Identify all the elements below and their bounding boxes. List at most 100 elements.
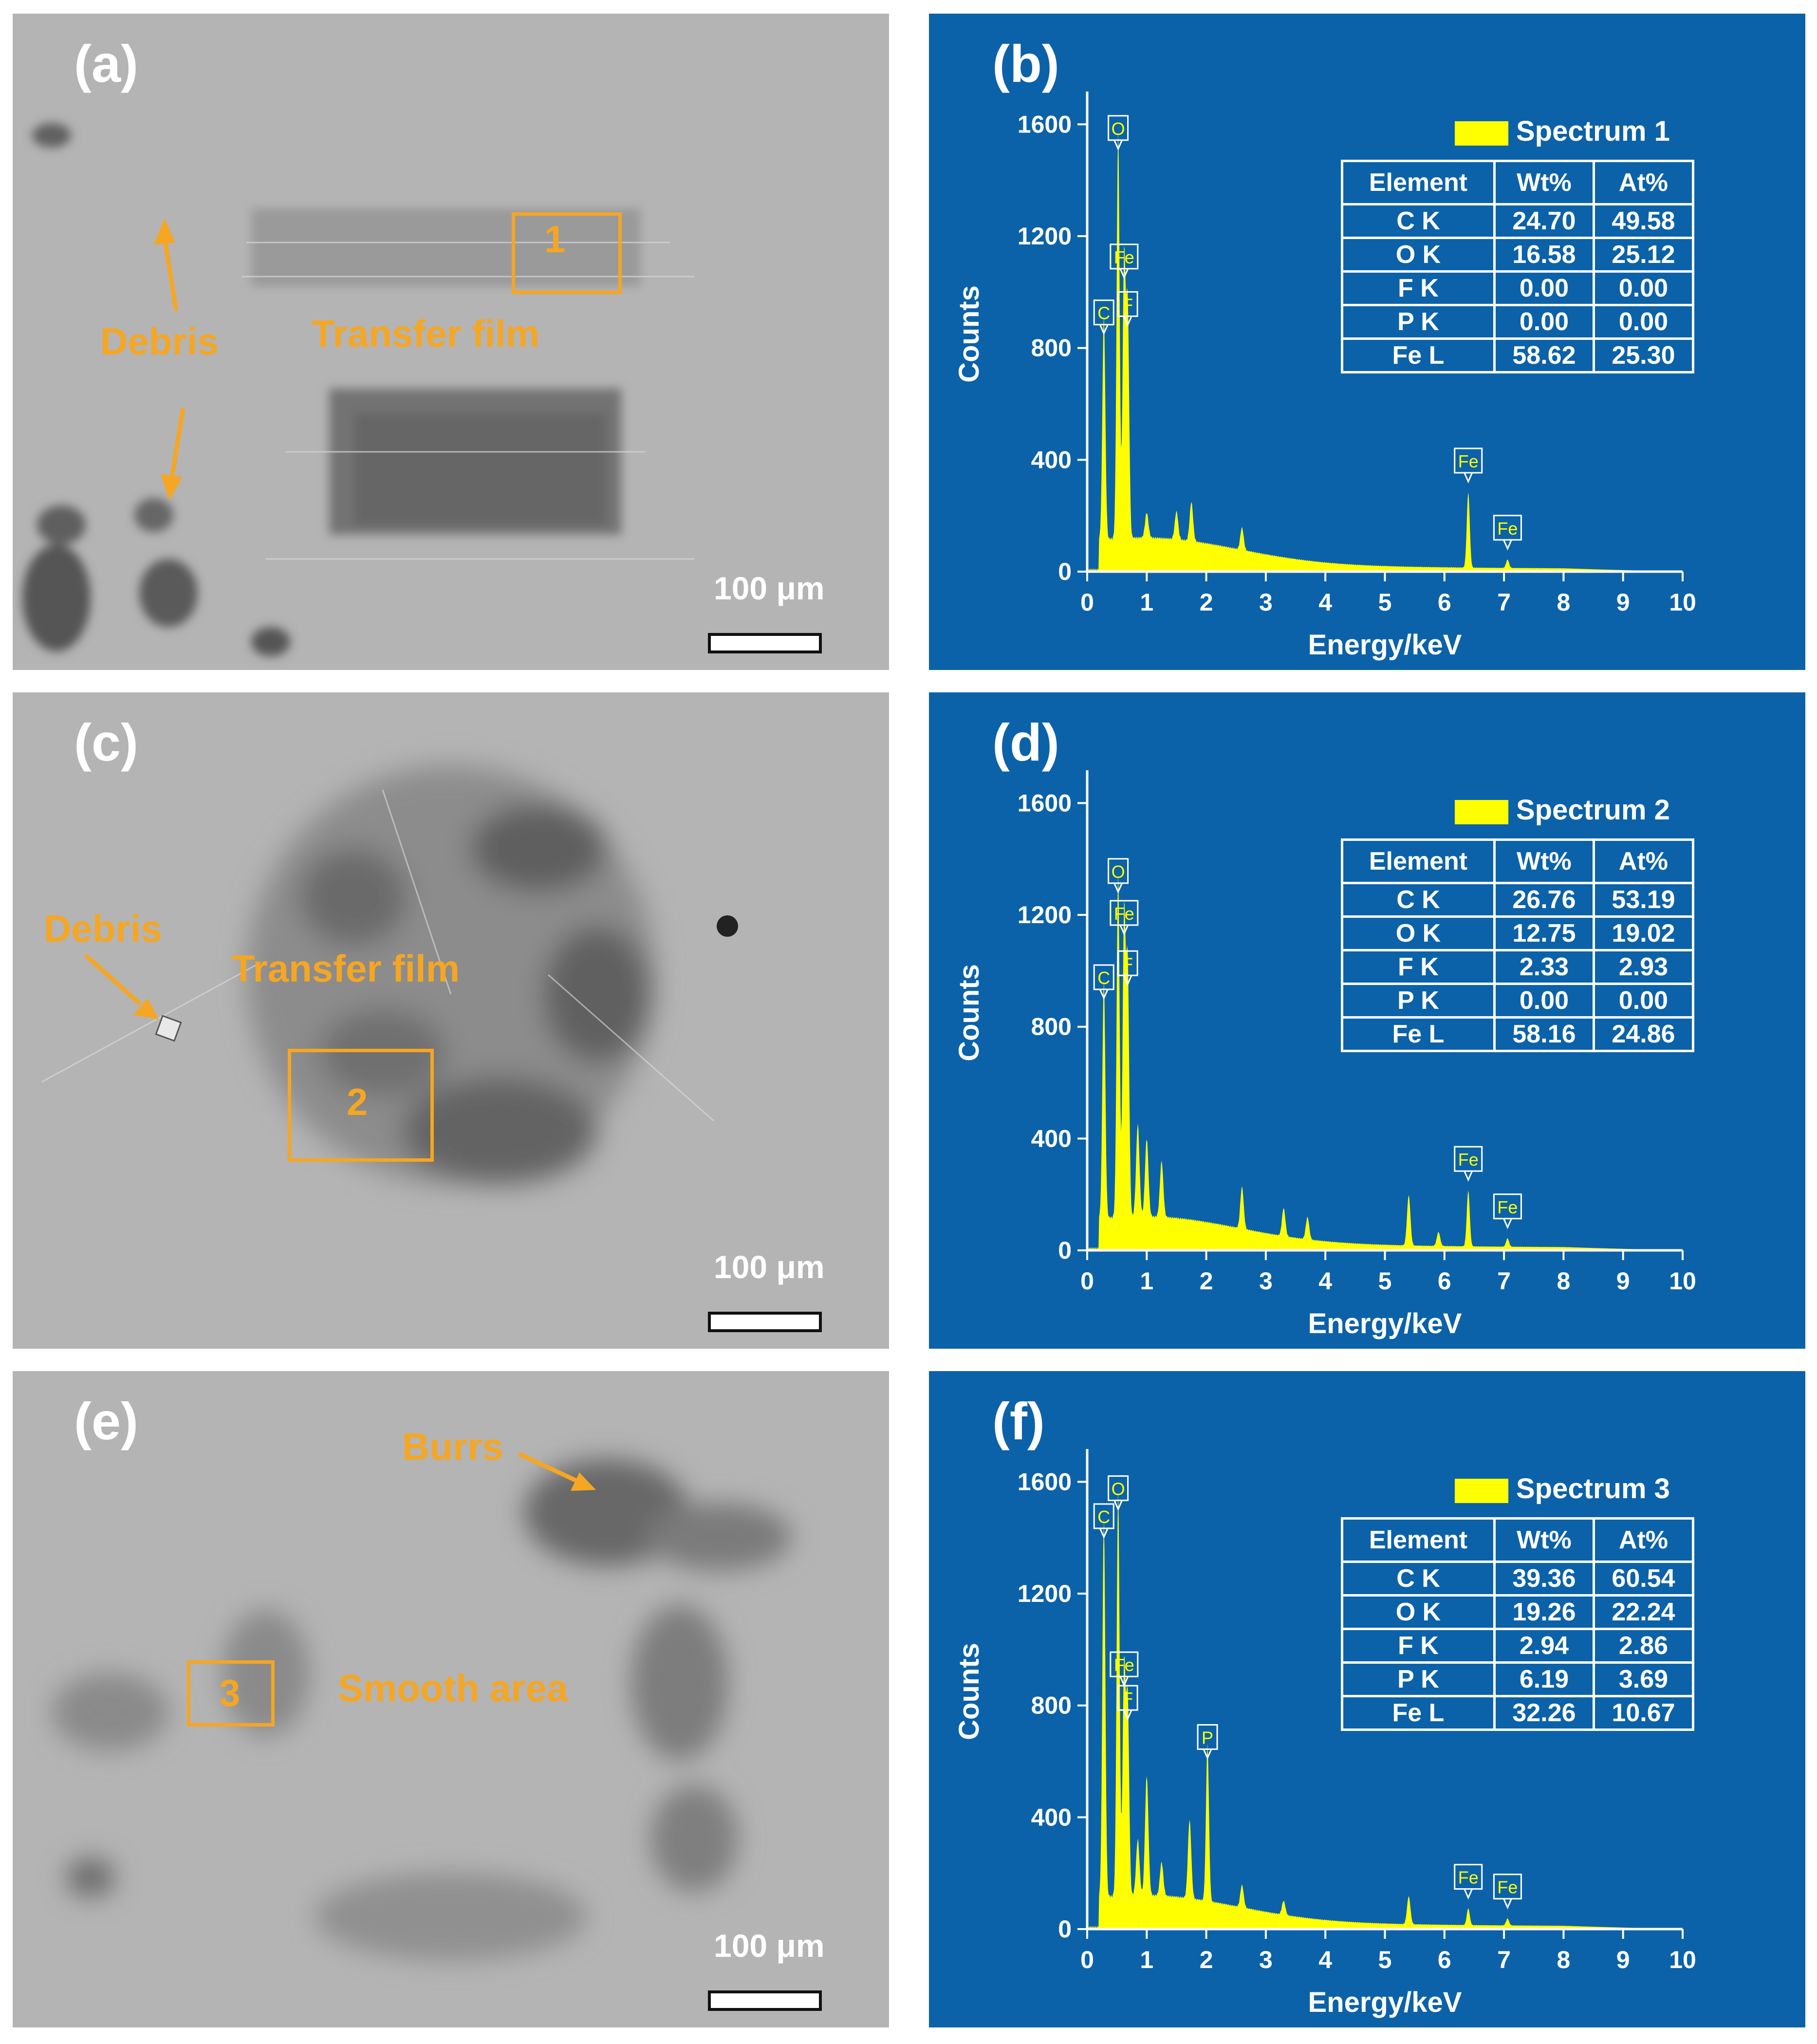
legend: Spectrum 2: [1455, 794, 1670, 826]
peak-label-box: [1117, 1685, 1138, 1711]
eds-panel-b: 0 1 2 3 4 5 6 7 8 9 10 0 400 800 1200 1600 Energy/keV Cou…: [929, 14, 1805, 670]
y-tick-label: 800: [1031, 1692, 1072, 1719]
table-row: P K 0.00 0.00: [1341, 983, 1695, 1019]
legend-swatch: [1455, 121, 1508, 146]
peak-label: O: [1112, 1479, 1125, 1499]
peak-label: P: [1202, 1728, 1213, 1747]
sem-image-e: [52, 1459, 792, 1960]
x-tick-label: 10: [1669, 1267, 1696, 1295]
x-tick-label: 7: [1497, 1946, 1511, 1973]
y-tick-label: 0: [1058, 1915, 1072, 1943]
x-axis-label: Energy/keV: [1308, 1987, 1462, 2018]
scale-bar: [708, 1312, 822, 1332]
table-cell: 16.58: [1493, 237, 1595, 273]
x-tick-label: 2: [1200, 1946, 1213, 1973]
table-row: F K 0.00 0.00: [1341, 270, 1695, 306]
table-row: F K 2.94 2.86: [1341, 1628, 1695, 1664]
table-row: O K 16.58 25.12: [1341, 237, 1695, 273]
sem-panel-e: (e) Burrs 3 Smooth area 100 μm: [13, 1371, 889, 2027]
y-axis-label: Counts: [953, 285, 985, 383]
table-cell: 22.24: [1592, 1594, 1695, 1630]
x-tick-label: 8: [1557, 1267, 1570, 1295]
panel-label: (a): [74, 34, 138, 93]
transfer-film-label: Transfer film: [232, 947, 460, 990]
table-cell: 26.76: [1493, 882, 1595, 918]
peak-label-box: [1117, 950, 1138, 976]
table-header-cell: Element: [1341, 1517, 1496, 1563]
table-cell: C K: [1341, 203, 1496, 239]
legend-swatch: [1455, 1478, 1508, 1503]
burrs-label: Burrs: [402, 1425, 504, 1468]
table-cell: 0.00: [1592, 270, 1695, 306]
legend-swatch: [1455, 799, 1508, 824]
table-header-cell: Wt%: [1493, 838, 1595, 884]
table-cell: 0.00: [1592, 304, 1695, 340]
sem-image-c: [41, 765, 738, 1184]
peak-label: Fe: [1497, 519, 1518, 539]
x-tick-label: 0: [1080, 1267, 1094, 1295]
peak-label-pointer: [1464, 1888, 1473, 1900]
table-header-row: Element Wt% At%: [1341, 160, 1695, 205]
x-tick-label: 2: [1200, 1267, 1213, 1295]
legend: Spectrum 1: [1455, 115, 1670, 148]
peak-label-pointer: [1113, 883, 1123, 894]
table-header-cell: At%: [1592, 838, 1695, 884]
peak-label-box: [1093, 964, 1114, 990]
analysis-region-box: [187, 1660, 275, 1727]
x-axis-label: Energy/keV: [1308, 629, 1462, 661]
peak-label: Fe: [1114, 1655, 1134, 1675]
table-row: P K 6.19 3.69: [1341, 1661, 1695, 1697]
y-tick-label: 400: [1031, 1125, 1072, 1152]
table-cell: 53.19: [1592, 882, 1695, 918]
panel-label: (b): [992, 34, 1059, 93]
table-cell: 58.62: [1493, 337, 1595, 373]
peak-label-pointer: [1099, 989, 1109, 1000]
transfer-film-label: Transfer film: [312, 312, 540, 355]
table-row: C K 24.70 49.58: [1341, 203, 1695, 239]
table-cell: F K: [1341, 270, 1496, 306]
analysis-region-number: 1: [544, 218, 566, 260]
y-tick-label: 1200: [1018, 1580, 1072, 1607]
table-row: C K 39.36 60.54: [1341, 1561, 1695, 1597]
x-tick-label: 9: [1616, 589, 1630, 616]
x-tick-label: 8: [1557, 1946, 1570, 1973]
table-cell: Fe L: [1341, 337, 1496, 373]
table-cell: 60.54: [1592, 1561, 1695, 1597]
y-tick-label: 1200: [1018, 223, 1072, 250]
x-tick-label: 3: [1259, 1946, 1273, 1973]
table-cell: 2.33: [1493, 949, 1595, 985]
peak-label: F: [1122, 295, 1133, 315]
x-tick-label: 2: [1200, 589, 1213, 616]
peak-label: Fe: [1458, 1150, 1479, 1170]
table-header-cell: At%: [1592, 160, 1695, 205]
y-tick-label: 800: [1031, 1013, 1072, 1041]
table-row: Fe L 58.62 25.30: [1341, 337, 1695, 373]
table-cell: 2.93: [1592, 949, 1695, 985]
peak-label-box: [1117, 291, 1138, 317]
table-row: Fe L 58.16 24.86: [1341, 1016, 1695, 1052]
peak-label-box: [1197, 1724, 1218, 1750]
x-tick-label: 1: [1140, 1946, 1153, 1973]
x-tick-label: 5: [1378, 589, 1392, 616]
peak-label: C: [1097, 968, 1110, 988]
peak-label-pointer: [1123, 1710, 1132, 1721]
y-axis-label: Counts: [953, 964, 985, 1061]
x-tick-label: 0: [1080, 1946, 1094, 1973]
composition-table: Element Wt% At% C K 24.70 49.58 O K 16.58 25.12 F…: [1341, 160, 1695, 373]
peak-label-box: [1108, 858, 1129, 884]
table-cell: 3.69: [1592, 1661, 1695, 1697]
x-tick-label: 3: [1259, 589, 1273, 616]
peak-label: Fe: [1497, 1877, 1518, 1897]
x-tick-label: 8: [1557, 589, 1570, 616]
peak-label: O: [1112, 862, 1125, 882]
peak-label-pointer: [1113, 1500, 1123, 1511]
y-tick-label: 0: [1058, 558, 1072, 585]
composition-table: Element Wt% At% C K 39.36 60.54 O K 19.26 22.24 F…: [1341, 1517, 1695, 1731]
peak-label-box: [1093, 1503, 1114, 1529]
debris-label: Debris: [100, 320, 219, 363]
eds-panel-f: 0 1 2 3 4 5 6 7 8 9 10 0 400 800 1200 1600 Energy/keV Cou…: [929, 1371, 1805, 2027]
peak-label: Fe: [1497, 1197, 1518, 1217]
analysis-region-number: 2: [347, 1080, 368, 1123]
table-cell: 12.75: [1493, 915, 1595, 951]
peak-label-box: [1108, 115, 1129, 141]
